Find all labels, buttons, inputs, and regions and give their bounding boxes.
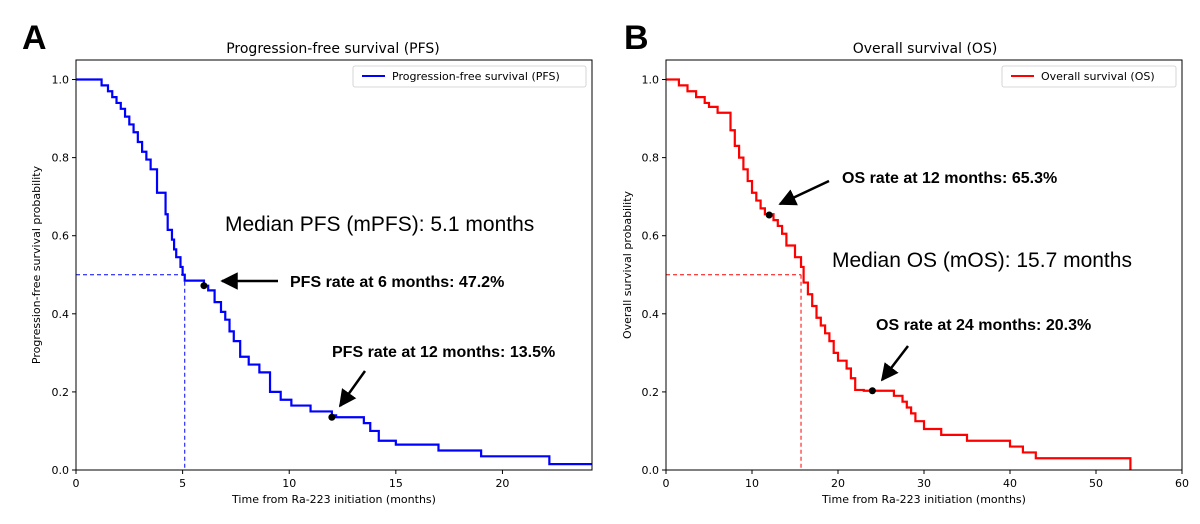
survival-curve [666,78,1132,470]
rate-point [200,282,208,290]
panel-letter-a: A [22,19,47,57]
plot-lines [76,78,592,470]
y-tick-label: 0.0 [52,464,70,477]
survival-curve [76,78,592,466]
y-tick-label: 0.0 [642,464,660,477]
pfs-chart: A Progression-free survival (PFS) 0 5 10 15… [22,19,593,506]
x-tick-label: 15 [389,477,403,490]
chart-title: Overall survival (OS) [853,41,998,57]
x-tick-label: 50 [1089,477,1103,490]
legend-label: Overall survival (OS) [1041,70,1155,83]
plot-frame [75,59,593,471]
median-annotation: Median OS (mOS): 15.7 months [832,249,1132,272]
panel-letter-b: B [624,19,649,57]
y-tick-label: 0.4 [52,308,70,321]
x-tick-label: 5 [179,477,186,490]
rate-point [868,387,876,395]
rate-annotation-1: PFS rate at 6 months: 47.2% [290,274,504,291]
rate-annotation-2: PFS rate at 12 months: 13.5% [332,344,555,361]
x-tick-label: 0 [73,477,80,490]
y-tick-label: 0.2 [642,386,660,399]
legend-box [1001,65,1177,88]
y-tick-label: 0.2 [52,386,70,399]
axis-ticks: 0 10 20 30 40 50 60 0.0 0.2 0.4 0.6 0.8 1.0 [642,74,1190,490]
y-axis-label: Overall survival probability [621,190,634,339]
legend: Overall survival (OS) [1001,65,1177,88]
x-tick-label: 0 [663,477,670,490]
y-tick-label: 1.0 [52,74,70,87]
axis-ticks: 0 5 10 15 20 0.0 0.2 0.4 0.6 0.8 1.0 [52,74,510,490]
legend: Progression-free survival (PFS) [352,65,587,88]
rate-annotation-2: OS rate at 24 months: 20.3% [876,317,1091,334]
rate-annotation-1: OS rate at 12 months: 65.3% [842,170,1057,187]
x-tick-label: 30 [917,477,931,490]
plot-frame [665,59,1183,471]
y-tick-label: 0.4 [642,308,660,321]
y-tick-label: 0.8 [642,152,660,165]
x-tick-label: 60 [1175,477,1189,490]
rate-point [328,413,336,421]
y-axis-label: Progression-free survival probability [30,165,43,364]
y-tick-label: 0.8 [52,152,70,165]
x-tick-label: 40 [1003,477,1017,490]
x-axis-label: Time from Ra-223 initiation (months) [821,493,1026,506]
plot-lines [666,78,1132,470]
x-tick-label: 10 [745,477,759,490]
y-tick-label: 1.0 [642,74,660,87]
legend-box [352,65,587,88]
x-tick-label: 10 [282,477,296,490]
median-annotation: Median PFS (mPFS): 5.1 months [225,213,534,236]
rate-point [765,211,773,219]
x-axis-label: Time from Ra-223 initiation (months) [231,493,436,506]
arrow-2 [880,345,909,382]
arrow-1 [778,179,830,206]
os-chart: B Overall survival (OS) 0 10 20 30 40 50 60 0.0… [621,19,1189,506]
x-tick-label: 20 [495,477,509,490]
x-tick-label: 20 [831,477,845,490]
y-tick-label: 0.6 [642,230,660,243]
chart-title: Progression-free survival (PFS) [226,41,440,57]
y-tick-label: 0.6 [52,230,70,243]
arrow-2 [338,370,367,408]
legend-label: Progression-free survival (PFS) [392,70,560,83]
